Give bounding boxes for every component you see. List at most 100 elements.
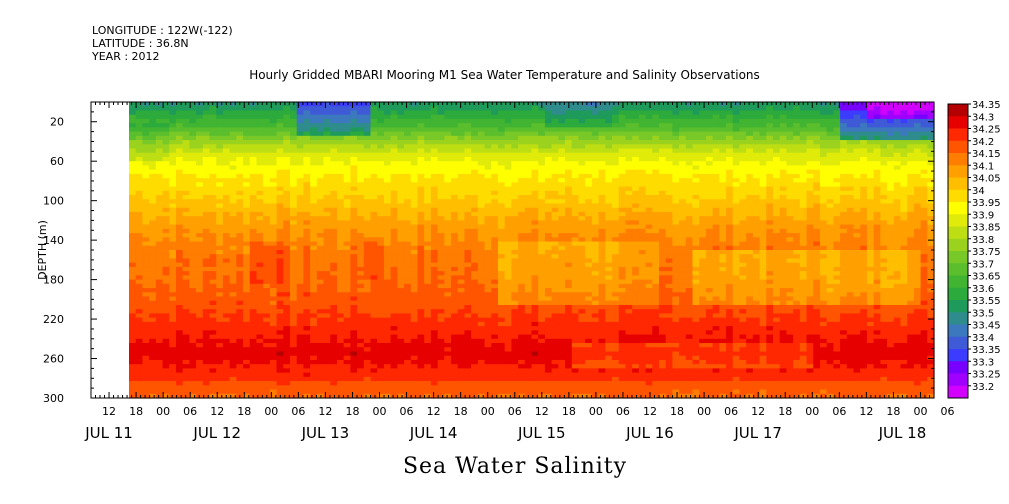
heatmap-cell [558, 228, 566, 234]
heatmap-cell [336, 114, 345, 120]
heatmap-cell [685, 182, 694, 188]
heatmap-cell [229, 224, 237, 230]
heatmap-cell [665, 266, 673, 272]
heatmap-cell [504, 245, 512, 251]
heatmap-cell [766, 224, 774, 230]
heatmap-cell [444, 106, 452, 112]
heatmap-cell [363, 254, 372, 260]
heatmap-cell [819, 114, 828, 120]
heatmap-cell [699, 156, 707, 162]
heatmap-cell [786, 110, 794, 116]
heatmap-cell [625, 114, 633, 120]
heatmap-cell [887, 211, 895, 217]
heatmap-cell [155, 258, 164, 264]
heatmap-cell [866, 110, 875, 116]
heatmap-cell [799, 245, 808, 251]
heatmap-cell [685, 102, 694, 107]
heatmap-cell [283, 156, 291, 162]
heatmap-cell [182, 258, 190, 264]
heatmap-cell [665, 195, 673, 200]
heatmap-cell [377, 266, 385, 272]
heatmap-cell [310, 254, 318, 260]
heatmap-cell [565, 195, 573, 200]
heatmap-cell [236, 144, 244, 150]
heatmap-cell [162, 148, 170, 154]
heatmap-cell [189, 156, 197, 162]
heatmap-cell [162, 237, 170, 243]
heatmap-cell [491, 169, 499, 175]
heatmap-cell [739, 195, 747, 200]
heatmap-cell [759, 131, 767, 137]
heatmap-cell [558, 106, 566, 112]
heatmap-cell [531, 195, 539, 200]
heatmap-cell [605, 110, 613, 116]
heatmap-cell [846, 127, 855, 133]
heatmap-cell [913, 110, 922, 116]
heatmap-cell [477, 211, 486, 217]
heatmap-cell [558, 237, 566, 243]
heatmap-cell [793, 203, 801, 209]
heatmap-cell [565, 144, 573, 150]
heatmap-cell [323, 114, 331, 120]
heatmap-cell [773, 156, 781, 162]
heatmap-cell [907, 106, 915, 112]
heatmap-cell [135, 250, 144, 255]
heatmap-cell [846, 165, 855, 171]
heatmap-cell [243, 216, 251, 221]
heatmap-cell [786, 161, 794, 167]
heatmap-cell [612, 127, 620, 133]
heatmap-cell [243, 211, 251, 217]
heatmap-cell [605, 262, 613, 268]
heatmap-cell [424, 241, 432, 247]
heatmap-cell [229, 199, 237, 205]
heatmap-cell [531, 161, 539, 167]
heatmap-cell [605, 144, 613, 150]
heatmap-cell [397, 237, 405, 243]
heatmap-cell [336, 118, 345, 124]
heatmap-cell [806, 207, 814, 213]
heatmap-cell [652, 106, 660, 112]
heatmap-cell [605, 211, 613, 217]
heatmap-cell [913, 161, 922, 167]
heatmap-cell [377, 203, 385, 209]
heatmap-cell [625, 241, 633, 247]
heatmap-cell [269, 195, 278, 200]
heatmap-cell [571, 190, 580, 196]
heatmap-cell [390, 199, 398, 205]
heatmap-cell [907, 173, 915, 179]
heatmap-cell [377, 241, 385, 247]
heatmap-cell [692, 228, 700, 234]
heatmap-cell [591, 169, 600, 175]
heatmap-cell [518, 148, 526, 154]
heatmap-cell [457, 148, 466, 154]
heatmap-cell [605, 135, 613, 141]
heatmap-cell [316, 106, 325, 112]
heatmap-cell [685, 161, 694, 167]
heatmap-cell [739, 127, 747, 133]
heatmap-cell [471, 148, 479, 154]
heatmap-cell [330, 190, 338, 196]
heatmap-cell [907, 245, 915, 251]
heatmap-cell [209, 216, 217, 221]
heatmap-cell [578, 211, 586, 217]
heatmap-cell [840, 182, 848, 188]
heatmap-cell [296, 144, 305, 150]
heatmap-cell [511, 178, 519, 183]
heatmap-cell [269, 106, 278, 112]
heatmap-cell [927, 262, 935, 268]
heatmap-cell [310, 123, 318, 128]
heatmap-cell [645, 258, 653, 264]
heatmap-cell [491, 140, 499, 145]
heatmap-cell [819, 106, 828, 112]
heatmap-cell [363, 173, 372, 179]
heatmap-cell [625, 144, 633, 150]
heatmap-cell [679, 173, 687, 179]
heatmap-cell [793, 173, 801, 179]
heatmap-cell [679, 258, 687, 264]
heatmap-cell [732, 266, 741, 272]
heatmap-cell [316, 127, 325, 133]
heatmap-cell [665, 148, 673, 154]
heatmap-cell [202, 118, 211, 124]
heatmap-cell [464, 224, 472, 230]
heatmap-cell [350, 144, 358, 150]
